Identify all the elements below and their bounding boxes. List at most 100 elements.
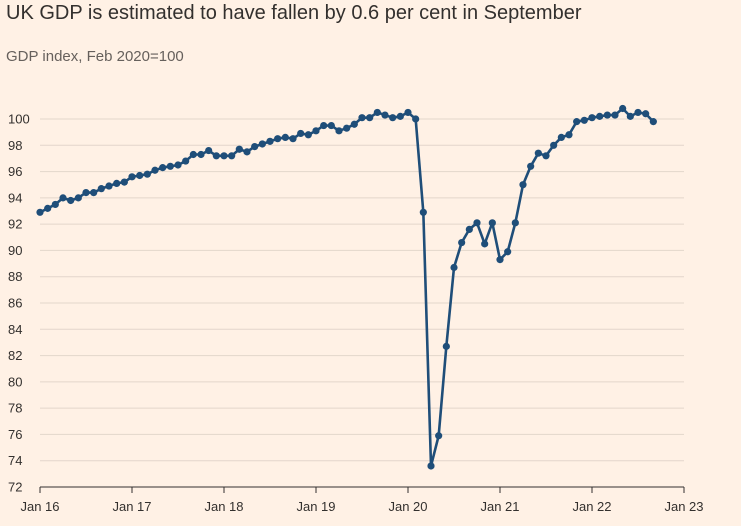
data-point: [44, 204, 52, 212]
data-point: [251, 143, 259, 151]
data-point: [235, 145, 243, 153]
data-point: [389, 114, 397, 122]
data-point: [105, 182, 113, 190]
data-point: [588, 114, 596, 122]
data-point: [611, 111, 619, 119]
data-point: [350, 120, 358, 128]
data-point: [304, 131, 312, 139]
x-tick-label: Jan 16: [20, 499, 59, 514]
data-point: [343, 124, 351, 132]
data-point: [619, 104, 627, 113]
data-point: [565, 131, 573, 139]
data-point: [297, 129, 305, 138]
data-point: [603, 111, 611, 119]
data-point: [159, 164, 167, 172]
y-tick-label: 84: [8, 322, 22, 337]
data-point: [74, 194, 82, 202]
data-point: [258, 140, 266, 148]
data-point: [550, 141, 558, 149]
x-tick-label: Jan 23: [664, 499, 703, 514]
grid-layer: [40, 118, 684, 462]
data-point: [220, 152, 228, 160]
data-point: [626, 112, 634, 120]
data-point: [435, 432, 443, 440]
data-point: [557, 133, 565, 141]
data-point: [36, 208, 44, 216]
data-point: [542, 152, 550, 160]
y-tick-label: 94: [8, 190, 22, 205]
data-point: [120, 178, 128, 186]
data-point: [335, 127, 343, 135]
y-tick-label: 74: [8, 453, 22, 468]
data-point: [366, 114, 374, 122]
data-point: [504, 248, 512, 256]
data-point: [243, 148, 251, 156]
data-point: [488, 219, 496, 227]
data-point: [113, 179, 121, 187]
y-tick-label: 98: [8, 138, 22, 153]
data-point: [634, 108, 642, 117]
data-point: [182, 157, 190, 165]
data-point: [90, 189, 98, 197]
data-point: [442, 342, 450, 350]
data-point: [534, 149, 542, 157]
data-point: [128, 173, 136, 181]
y-tick-label: 86: [8, 296, 22, 311]
y-tick-label: 92: [8, 217, 22, 232]
data-point: [373, 108, 381, 117]
data-point: [404, 108, 412, 117]
y-tick-label: 96: [8, 164, 22, 179]
y-tick-label: 78: [8, 401, 22, 416]
data-point: [82, 189, 90, 197]
y-tick-label: 90: [8, 243, 22, 258]
data-point: [228, 152, 236, 160]
data-point: [358, 114, 366, 122]
series-line: [38, 107, 655, 468]
data-point: [649, 118, 657, 126]
x-tick-label: Jan 18: [204, 499, 243, 514]
data-point: [481, 240, 489, 248]
data-point: [465, 225, 473, 233]
data-point: [97, 185, 105, 193]
data-point: [289, 135, 297, 143]
data-point: [458, 238, 466, 247]
data-point: [189, 150, 197, 159]
data-point: [59, 194, 67, 202]
data-point: [320, 121, 328, 130]
data-point: [519, 181, 527, 189]
data-point: [419, 208, 427, 216]
data-point: [266, 137, 274, 145]
data-point: [580, 116, 588, 124]
data-point: [151, 166, 159, 174]
data-point: [396, 112, 404, 120]
x-tick-label: Jan 19: [296, 499, 335, 514]
data-point: [327, 121, 335, 130]
chart-subtitle: GDP index, Feb 2020=100: [6, 48, 184, 65]
x-tick-label: Jan 17: [112, 499, 151, 514]
data-point: [573, 118, 581, 126]
data-point: [412, 115, 420, 123]
y-tick-label: 100: [8, 112, 30, 127]
data-point: [281, 133, 289, 141]
data-point: [450, 263, 458, 272]
y-tick-label: 76: [8, 427, 22, 442]
y-tick-label: 80: [8, 374, 22, 389]
data-point: [212, 152, 220, 160]
x-tick-label: Jan 22: [572, 499, 611, 514]
data-point: [174, 161, 182, 169]
data-point: [642, 110, 650, 118]
data-point: [496, 256, 504, 264]
data-point: [166, 162, 174, 170]
data-point: [197, 150, 205, 159]
x-tick-label: Jan 20: [388, 499, 427, 514]
y-axis: 72 74 76 78 80 82 84 86 88 90 92 94 96 98 100: [8, 112, 30, 495]
data-point: [427, 462, 435, 470]
chart-title: UK GDP is estimated to have fallen by 0.…: [6, 2, 582, 24]
data-point: [473, 219, 481, 227]
x-axis: Jan 16 Jan 17 Jan 18 Jan 19 Jan 20 Jan 21 Jan …: [20, 486, 704, 514]
data-point: [136, 171, 144, 180]
y-tick-label: 72: [8, 480, 22, 495]
data-point: [51, 200, 59, 209]
data-point: [143, 170, 151, 178]
data-point: [511, 219, 519, 227]
